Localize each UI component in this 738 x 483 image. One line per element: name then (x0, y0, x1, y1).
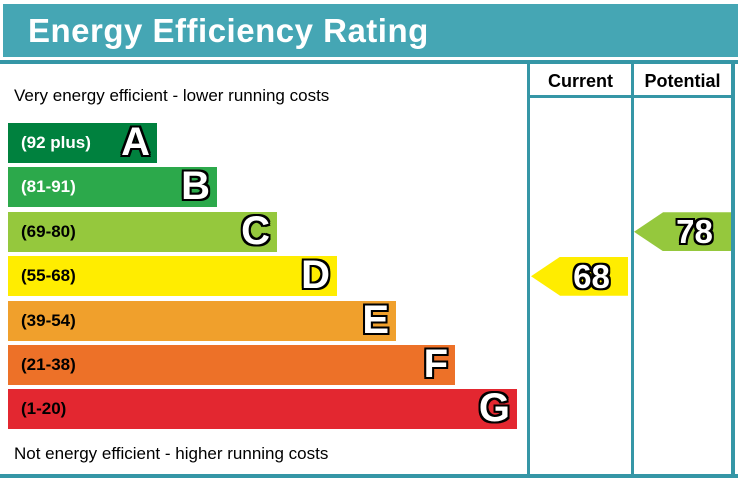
band-range-label: (81-91) (21, 177, 76, 197)
potential-rating-arrow: 78 (634, 212, 731, 252)
chart-bottom-border (0, 474, 738, 478)
rating-band-d: (55-68) D (8, 253, 337, 298)
band-letter: E (362, 297, 389, 342)
page-title: Energy Efficiency Rating (28, 11, 429, 49)
bottom-note: Not energy efficient - higher running co… (14, 444, 329, 463)
title-banner: Energy Efficiency Rating (3, 4, 738, 57)
band-letter: F (423, 342, 448, 387)
band-letter: G (478, 386, 510, 431)
current-column-header: Current (547, 71, 613, 91)
band-letter: D (301, 253, 330, 298)
rating-band-b: (81-91) B (8, 164, 217, 209)
potential-rating-value: 78 (676, 213, 713, 251)
column-header-underline (527, 95, 735, 98)
chart-top-border (0, 60, 738, 64)
top-note: Very energy efficient - lower running co… (14, 86, 330, 105)
band-range-label: (92 plus) (21, 133, 91, 152)
band-letter: B (181, 164, 210, 209)
potential-column-header: Potential (644, 71, 721, 91)
band-letter: C (241, 208, 270, 253)
potential-column-divider (631, 64, 634, 474)
chart-right-border (731, 60, 735, 478)
rating-band-g: (1-20) G (8, 386, 517, 431)
current-column-divider (527, 64, 530, 474)
rating-band-c: (69-80) C (8, 208, 277, 253)
band-range-label: (69-80) (21, 221, 76, 241)
band-range-label: (1-20) (21, 399, 67, 419)
rating-band-a: (92 plus) A (8, 120, 157, 165)
current-rating-arrow: 68 (531, 256, 628, 296)
current-rating-value: 68 (573, 257, 610, 295)
band-range-label: (55-68) (21, 266, 76, 286)
rating-band-e: (39-54) E (8, 297, 396, 342)
band-letter: A (121, 120, 150, 165)
band-range-label: (39-54) (21, 310, 76, 330)
band-range-label: (21-38) (21, 355, 76, 374)
rating-band-f: (21-38) F (8, 342, 455, 387)
